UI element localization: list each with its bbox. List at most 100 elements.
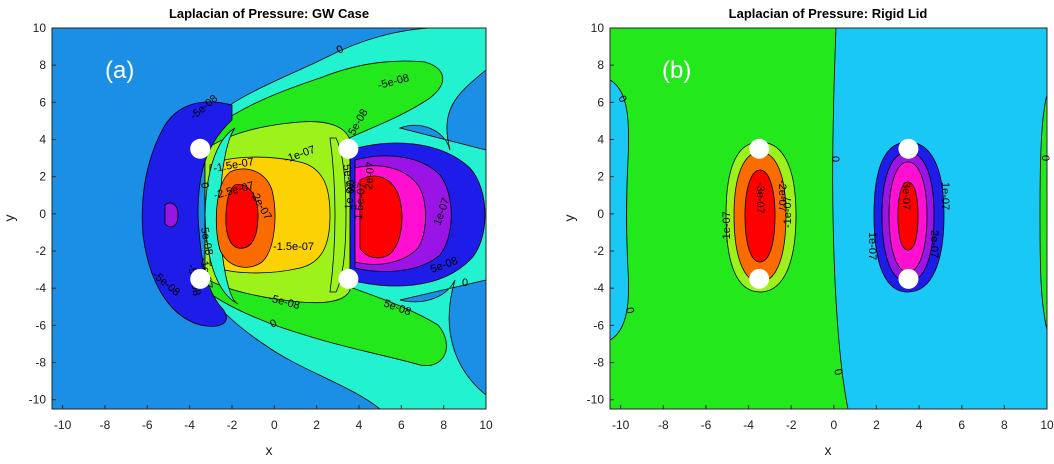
x-axis-label-b: x: [825, 442, 832, 458]
vortex-marker-a-0: [190, 138, 211, 159]
x-axis-label-a: x: [266, 442, 273, 458]
contour-label-b-9: 3e-07: [900, 182, 912, 210]
vortex-marker-a-2: [338, 138, 359, 159]
vortex-marker-b-0: [749, 138, 770, 159]
region-a-lime-strip: [329, 137, 347, 293]
x-tick-label-b-0: -10: [612, 418, 630, 432]
x-tick-label-a-9: 8: [440, 418, 447, 432]
x-tick-label-b-3: -4: [743, 418, 754, 432]
contour-label-a-0: 0: [335, 43, 346, 56]
vortex-marker-a-3: [338, 268, 359, 289]
x-tick-label-a-3: -4: [184, 418, 195, 432]
contour-field-b: [610, 28, 1047, 409]
contour-labels-b: 0 0 0 0 0 -1e-07 -2e-07 -3e-07 -1e-07 3e…: [615, 94, 1051, 377]
y-tick-label-b-1: 8: [597, 58, 604, 72]
contour-label-b-2: 0: [829, 156, 841, 162]
axis-ticks-b: -10 -8 -6 -4 -2 0 2 4 6 8 10 10 8 6 4 2 0 -2 -4 -6 -8 -10: [587, 21, 1054, 432]
y-tick-label-a-2: 6: [39, 95, 46, 109]
region-a-red-blob: [225, 184, 259, 249]
x-tick-label-b-10: 10: [1040, 418, 1054, 432]
y-tick-label-b-3: 4: [597, 133, 604, 147]
x-tick-label-a-2: -6: [142, 418, 153, 432]
y-tick-label-a-4: 2: [39, 170, 46, 184]
vortex-markers-a: [190, 138, 359, 289]
contour-label-b-3: 0: [831, 368, 844, 377]
y-tick-label-a-7: -4: [35, 281, 46, 295]
vortex-marker-a-1: [190, 268, 211, 289]
contour-label-b-0: 0: [615, 94, 628, 105]
y-tick-label-b-6: -2: [593, 244, 604, 258]
contour-label-b-4: 0: [1039, 155, 1051, 161]
panel-label-b: (b): [662, 57, 691, 84]
x-tick-label-b-6: 2: [873, 418, 880, 432]
x-tick-label-b-8: 6: [958, 418, 965, 432]
x-tick-label-b-2: -6: [701, 418, 712, 432]
region-a-cyan-ring: [204, 127, 239, 305]
vortex-marker-b-1: [749, 268, 770, 289]
y-tick-label-a-3: 4: [39, 133, 46, 147]
y-tick-label-a-8: -6: [35, 318, 46, 332]
x-tick-label-a-8: 6: [398, 418, 405, 432]
axis-ticks-a: -10 -8 -6 -4 -2 0 2 4 6 8 10 10 8 6 4 2 0 -2 -4 -6 -8 -10: [29, 21, 493, 432]
y-tick-label-a-5: 0: [39, 207, 46, 221]
y-tick-label-b-0: 10: [591, 21, 605, 35]
contour-label-a-16: 1.5e-07: [353, 182, 368, 220]
contour-label-b-5: -1e-07: [721, 211, 733, 243]
x-tick-label-a-4: -2: [227, 418, 238, 432]
x-tick-label-a-1: -8: [100, 418, 111, 432]
y-tick-label-a-0: 10: [33, 21, 47, 35]
contour-label-a-9: 0: [198, 181, 211, 189]
region-b-red-oval-left: [744, 169, 776, 263]
x-tick-label-a-6: 2: [313, 418, 320, 432]
y-tick-label-b-2: 6: [597, 95, 604, 109]
contour-label-a-17: 2e-07: [363, 161, 377, 190]
x-tick-label-b-1: -8: [658, 418, 669, 432]
region-b-red-oval: [897, 181, 919, 251]
y-tick-label-a-6: -2: [35, 244, 46, 258]
contour-label-b-7: -3e-07: [754, 182, 766, 214]
region-a-purple-blob: [164, 202, 179, 228]
y-tick-label-a-9: -8: [35, 356, 46, 370]
y-tick-label-b-7: -4: [593, 281, 604, 295]
panel-label-a: (a): [105, 57, 134, 84]
y-tick-label-a-10: -10: [29, 393, 47, 407]
x-tick-label-b-5: 0: [830, 418, 837, 432]
y-tick-label-b-5: 0: [597, 207, 604, 221]
y-tick-label-a-1: 8: [39, 58, 46, 72]
region-a-red-lobe: [359, 175, 403, 259]
contour-field-a: [52, 28, 486, 409]
y-axis-label-b: y: [561, 215, 577, 222]
y-tick-label-b-8: -6: [593, 318, 604, 332]
contour-label-b-12: 1e-07: [866, 232, 878, 260]
y-tick-label-b-9: -8: [593, 356, 604, 370]
contour-label-a-14: 5e-08: [340, 163, 357, 193]
contour-label-a-7: -1.5e-07: [273, 241, 314, 253]
region-a-blue-arc: [141, 101, 233, 327]
contour-label-b-6: -2e-07: [776, 180, 788, 212]
region-b-right-edge-green: [1039, 94, 1047, 331]
contour-label-a-20: 0: [462, 277, 468, 289]
plot-frame-a: [51, 27, 487, 410]
x-tick-label-a-0: -10: [54, 418, 72, 432]
y-axis-label-a: y: [1, 215, 17, 222]
chart-title-b: Laplacian of Pressure: Rigid Lid: [729, 6, 928, 21]
x-tick-label-a-5: 0: [271, 418, 278, 432]
vortex-marker-b-2: [898, 138, 919, 159]
contour-label-b-11: 2e-07: [928, 230, 940, 258]
chart-title-a: Laplacian of Pressure: GW Case: [169, 6, 369, 21]
plot-frame-b: [609, 27, 1048, 410]
contour-label-a-15: 1e-07: [343, 181, 357, 210]
x-tick-label-a-7: 4: [356, 418, 363, 432]
y-tick-label-b-10: -10: [587, 393, 605, 407]
x-tick-label-b-4: -2: [786, 418, 797, 432]
panel-a: Laplacian of Pressure: GW Case (a) 0 -5e…: [1, 6, 493, 458]
contour-label-b-10: 1e-07: [939, 182, 951, 210]
contour-label-a-11: 5e-08: [198, 226, 215, 256]
contour-label-b-1: 0: [623, 306, 636, 314]
contour-label-a-22: 0: [268, 317, 279, 330]
x-tick-label-b-9: 8: [1001, 418, 1008, 432]
contour-label-b-8: -1e-07: [782, 196, 794, 228]
y-tick-label-b-4: 2: [597, 170, 604, 184]
panel-b: Laplacian of Pressure: Rigid Lid (b) 0 0…: [561, 6, 1054, 458]
